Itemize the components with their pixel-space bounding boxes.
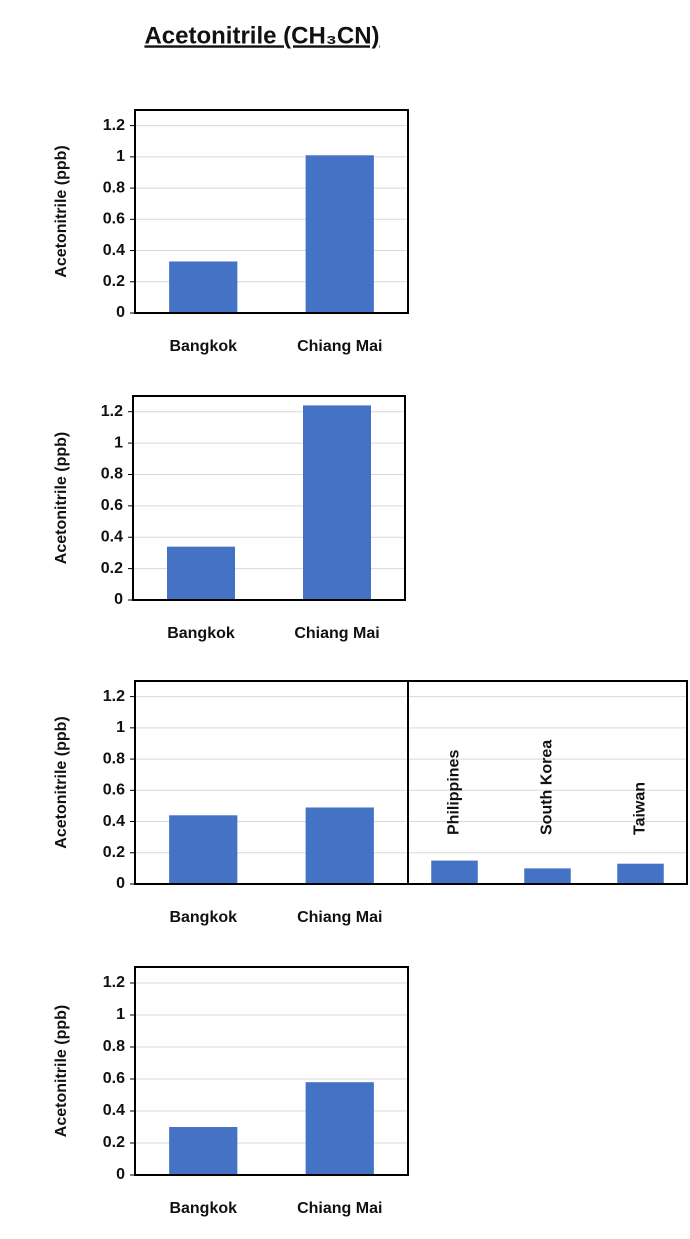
- y-tick-label: 0: [116, 304, 125, 321]
- x-tick-label: Philippines: [446, 750, 463, 835]
- x-tick-label: Bangkok: [167, 625, 235, 642]
- y-tick-label: 0: [116, 1166, 125, 1183]
- y-tick-label: 1: [116, 1006, 125, 1023]
- x-tick-label: Bangkok: [169, 338, 237, 355]
- x-tick-label: Chiang Mai: [297, 338, 382, 355]
- bar: [431, 860, 478, 884]
- y-tick-label: 0.4: [101, 528, 123, 545]
- y-tick-label: 1.2: [103, 688, 125, 705]
- y-tick-label: 0.4: [103, 813, 125, 830]
- y-axis-label: Acetonitrile (ppb): [53, 145, 70, 277]
- x-tick-label: Chiang Mai: [297, 909, 382, 926]
- x-tick-label: Bangkok: [169, 1200, 237, 1217]
- plot-frame: [407, 680, 688, 885]
- bar: [617, 863, 664, 884]
- y-tick-label: 1: [114, 434, 123, 451]
- y-tick-label: 0.2: [101, 560, 123, 577]
- bar: [305, 807, 374, 884]
- y-tick-label: 1.2: [103, 974, 125, 991]
- y-tick-label: 1.2: [103, 117, 125, 134]
- x-tick-label: Bangkok: [169, 909, 237, 926]
- x-tick-label: South Korea: [539, 740, 556, 835]
- y-tick-label: 0.8: [103, 750, 125, 767]
- y-axis-label: Acetonitrile (ppb): [53, 716, 70, 848]
- y-tick-label: 0.2: [103, 273, 125, 290]
- y-tick-label: 0.2: [103, 1134, 125, 1151]
- y-tick-label: 0: [116, 875, 125, 892]
- y-tick-label: 0.6: [103, 782, 125, 799]
- y-tick-label: 0.8: [101, 466, 123, 483]
- x-tick-label: Chiang Mai: [294, 625, 379, 642]
- y-tick-label: 0.4: [103, 1102, 125, 1119]
- bar: [305, 155, 374, 313]
- y-tick-label: 0.8: [103, 179, 125, 196]
- y-tick-label: 0.8: [103, 1038, 125, 1055]
- y-tick-label: 0.4: [103, 242, 125, 259]
- figure-title: Acetonitrile (CH₃CN): [144, 22, 379, 49]
- bar: [169, 815, 238, 884]
- plot-frame: [132, 395, 406, 601]
- plot-frame: [134, 966, 409, 1176]
- x-tick-label: Taiwan: [632, 782, 649, 835]
- bar: [167, 546, 235, 600]
- y-tick-label: 0.6: [103, 211, 125, 228]
- y-tick-label: 1: [116, 719, 125, 736]
- bar: [169, 1127, 238, 1175]
- y-tick-label: 0.6: [103, 1070, 125, 1087]
- y-tick-label: 1.2: [101, 403, 123, 420]
- y-axis-label: Acetonitrile (ppb): [53, 1005, 70, 1137]
- y-axis-label: Acetonitrile (ppb): [53, 432, 70, 564]
- plot-frame: [134, 109, 409, 314]
- y-tick-label: 0.6: [101, 497, 123, 514]
- y-tick-label: 1: [116, 148, 125, 165]
- bar: [169, 261, 238, 313]
- y-tick-label: 0: [114, 591, 123, 608]
- bar: [524, 868, 571, 884]
- y-tick-label: 0.2: [103, 844, 125, 861]
- x-tick-label: Chiang Mai: [297, 1200, 382, 1217]
- bar: [303, 405, 371, 600]
- bar: [305, 1082, 374, 1175]
